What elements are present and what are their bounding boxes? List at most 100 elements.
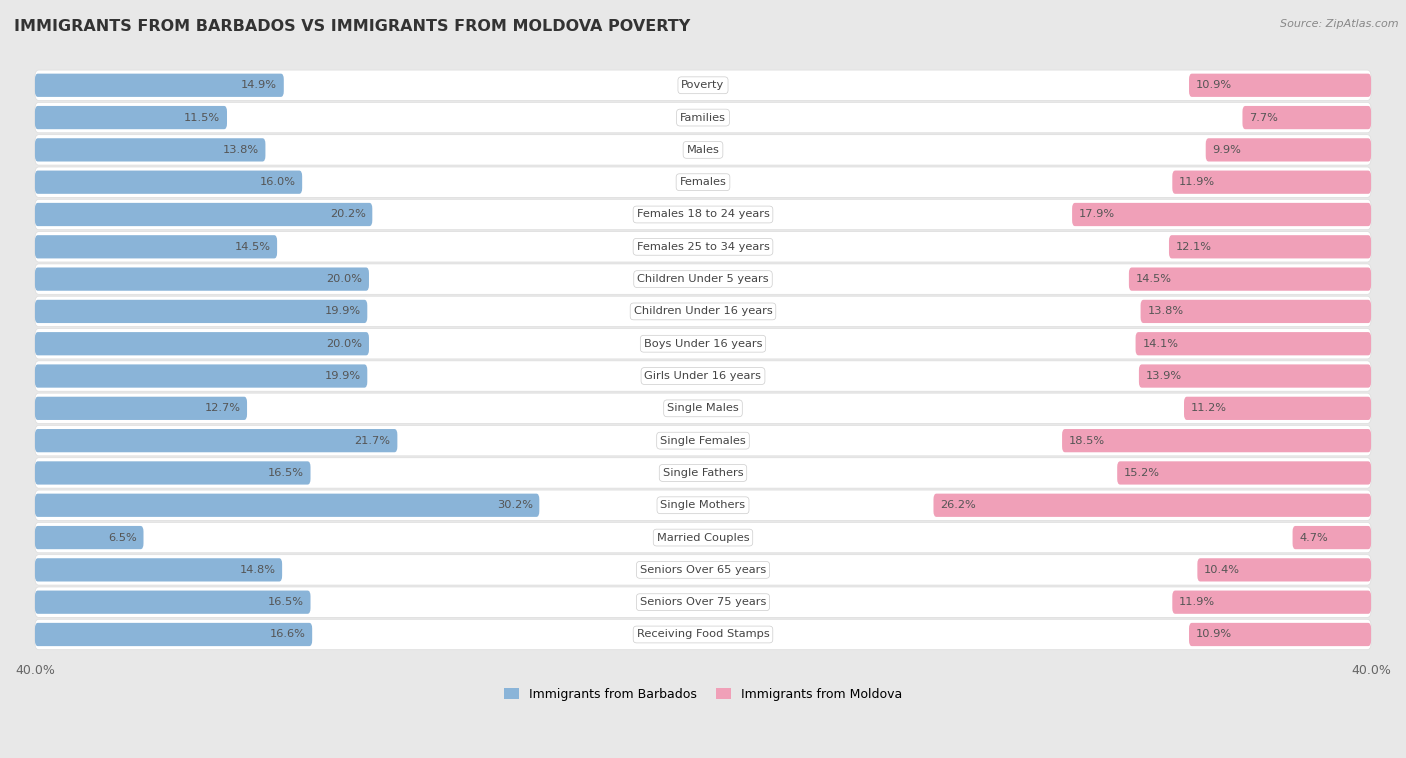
Text: Single Males: Single Males — [666, 403, 740, 413]
Text: Single Fathers: Single Fathers — [662, 468, 744, 478]
FancyBboxPatch shape — [35, 203, 373, 226]
FancyBboxPatch shape — [35, 296, 1371, 327]
FancyBboxPatch shape — [1292, 526, 1371, 550]
FancyBboxPatch shape — [35, 526, 143, 550]
Text: Seniors Over 65 years: Seniors Over 65 years — [640, 565, 766, 575]
FancyBboxPatch shape — [1129, 268, 1371, 291]
FancyBboxPatch shape — [35, 493, 540, 517]
FancyBboxPatch shape — [35, 429, 398, 453]
Text: Single Females: Single Females — [661, 436, 745, 446]
FancyBboxPatch shape — [1073, 203, 1371, 226]
FancyBboxPatch shape — [35, 425, 1371, 456]
Legend: Immigrants from Barbados, Immigrants from Moldova: Immigrants from Barbados, Immigrants fro… — [499, 683, 907, 706]
FancyBboxPatch shape — [1173, 171, 1371, 194]
Text: 14.5%: 14.5% — [1136, 274, 1171, 284]
FancyBboxPatch shape — [35, 70, 1371, 101]
FancyBboxPatch shape — [35, 264, 1371, 294]
FancyBboxPatch shape — [35, 138, 266, 161]
Text: 14.5%: 14.5% — [235, 242, 270, 252]
FancyBboxPatch shape — [1140, 299, 1371, 323]
FancyBboxPatch shape — [1136, 332, 1371, 356]
Text: 20.0%: 20.0% — [326, 274, 363, 284]
Text: Males: Males — [686, 145, 720, 155]
Text: 17.9%: 17.9% — [1078, 209, 1115, 220]
Text: 6.5%: 6.5% — [108, 533, 136, 543]
Text: 26.2%: 26.2% — [941, 500, 976, 510]
Text: Married Couples: Married Couples — [657, 533, 749, 543]
Text: 13.8%: 13.8% — [222, 145, 259, 155]
FancyBboxPatch shape — [35, 619, 1371, 650]
Text: 11.5%: 11.5% — [184, 113, 221, 123]
FancyBboxPatch shape — [1243, 106, 1371, 129]
FancyBboxPatch shape — [35, 74, 284, 97]
Text: 16.0%: 16.0% — [260, 177, 295, 187]
Text: Girls Under 16 years: Girls Under 16 years — [644, 371, 762, 381]
FancyBboxPatch shape — [35, 328, 1371, 359]
FancyBboxPatch shape — [35, 299, 367, 323]
FancyBboxPatch shape — [1168, 235, 1371, 258]
FancyBboxPatch shape — [1206, 138, 1371, 161]
Text: 10.9%: 10.9% — [1195, 80, 1232, 90]
Text: 19.9%: 19.9% — [325, 371, 360, 381]
FancyBboxPatch shape — [1062, 429, 1371, 453]
FancyBboxPatch shape — [35, 522, 1371, 553]
FancyBboxPatch shape — [35, 393, 1371, 424]
FancyBboxPatch shape — [934, 493, 1371, 517]
FancyBboxPatch shape — [35, 268, 368, 291]
Text: 12.1%: 12.1% — [1175, 242, 1212, 252]
Text: Children Under 5 years: Children Under 5 years — [637, 274, 769, 284]
FancyBboxPatch shape — [35, 458, 1371, 488]
Text: 19.9%: 19.9% — [325, 306, 360, 316]
FancyBboxPatch shape — [1189, 74, 1371, 97]
FancyBboxPatch shape — [35, 102, 1371, 133]
FancyBboxPatch shape — [1198, 558, 1371, 581]
Text: 20.0%: 20.0% — [326, 339, 363, 349]
Text: 10.9%: 10.9% — [1195, 629, 1232, 640]
Text: 21.7%: 21.7% — [354, 436, 391, 446]
FancyBboxPatch shape — [35, 623, 312, 646]
Text: 11.9%: 11.9% — [1180, 177, 1215, 187]
Text: 16.5%: 16.5% — [267, 597, 304, 607]
FancyBboxPatch shape — [35, 361, 1371, 391]
FancyBboxPatch shape — [35, 462, 311, 484]
Text: 11.9%: 11.9% — [1180, 597, 1215, 607]
FancyBboxPatch shape — [35, 365, 367, 387]
Text: 20.2%: 20.2% — [330, 209, 366, 220]
Text: Boys Under 16 years: Boys Under 16 years — [644, 339, 762, 349]
Text: 14.8%: 14.8% — [239, 565, 276, 575]
Text: Children Under 16 years: Children Under 16 years — [634, 306, 772, 316]
Text: 14.9%: 14.9% — [240, 80, 277, 90]
Text: Source: ZipAtlas.com: Source: ZipAtlas.com — [1281, 19, 1399, 29]
FancyBboxPatch shape — [35, 171, 302, 194]
FancyBboxPatch shape — [35, 106, 226, 129]
Text: 18.5%: 18.5% — [1069, 436, 1105, 446]
FancyBboxPatch shape — [35, 235, 277, 258]
Text: 13.9%: 13.9% — [1146, 371, 1181, 381]
FancyBboxPatch shape — [35, 199, 1371, 230]
Text: 9.9%: 9.9% — [1212, 145, 1241, 155]
Text: 15.2%: 15.2% — [1123, 468, 1160, 478]
Text: 7.7%: 7.7% — [1249, 113, 1278, 123]
FancyBboxPatch shape — [35, 232, 1371, 262]
FancyBboxPatch shape — [1139, 365, 1371, 387]
Text: 10.4%: 10.4% — [1204, 565, 1240, 575]
Text: 16.5%: 16.5% — [267, 468, 304, 478]
Text: IMMIGRANTS FROM BARBADOS VS IMMIGRANTS FROM MOLDOVA POVERTY: IMMIGRANTS FROM BARBADOS VS IMMIGRANTS F… — [14, 19, 690, 34]
Text: Poverty: Poverty — [682, 80, 724, 90]
Text: 13.8%: 13.8% — [1147, 306, 1184, 316]
Text: 4.7%: 4.7% — [1299, 533, 1329, 543]
Text: 16.6%: 16.6% — [270, 629, 305, 640]
Text: Families: Families — [681, 113, 725, 123]
FancyBboxPatch shape — [35, 396, 247, 420]
Text: 11.2%: 11.2% — [1191, 403, 1226, 413]
FancyBboxPatch shape — [35, 558, 283, 581]
FancyBboxPatch shape — [35, 590, 311, 614]
Text: Seniors Over 75 years: Seniors Over 75 years — [640, 597, 766, 607]
Text: Females 18 to 24 years: Females 18 to 24 years — [637, 209, 769, 220]
FancyBboxPatch shape — [1118, 462, 1371, 484]
FancyBboxPatch shape — [35, 555, 1371, 585]
FancyBboxPatch shape — [35, 135, 1371, 165]
Text: Females: Females — [679, 177, 727, 187]
Text: 12.7%: 12.7% — [204, 403, 240, 413]
Text: Single Mothers: Single Mothers — [661, 500, 745, 510]
